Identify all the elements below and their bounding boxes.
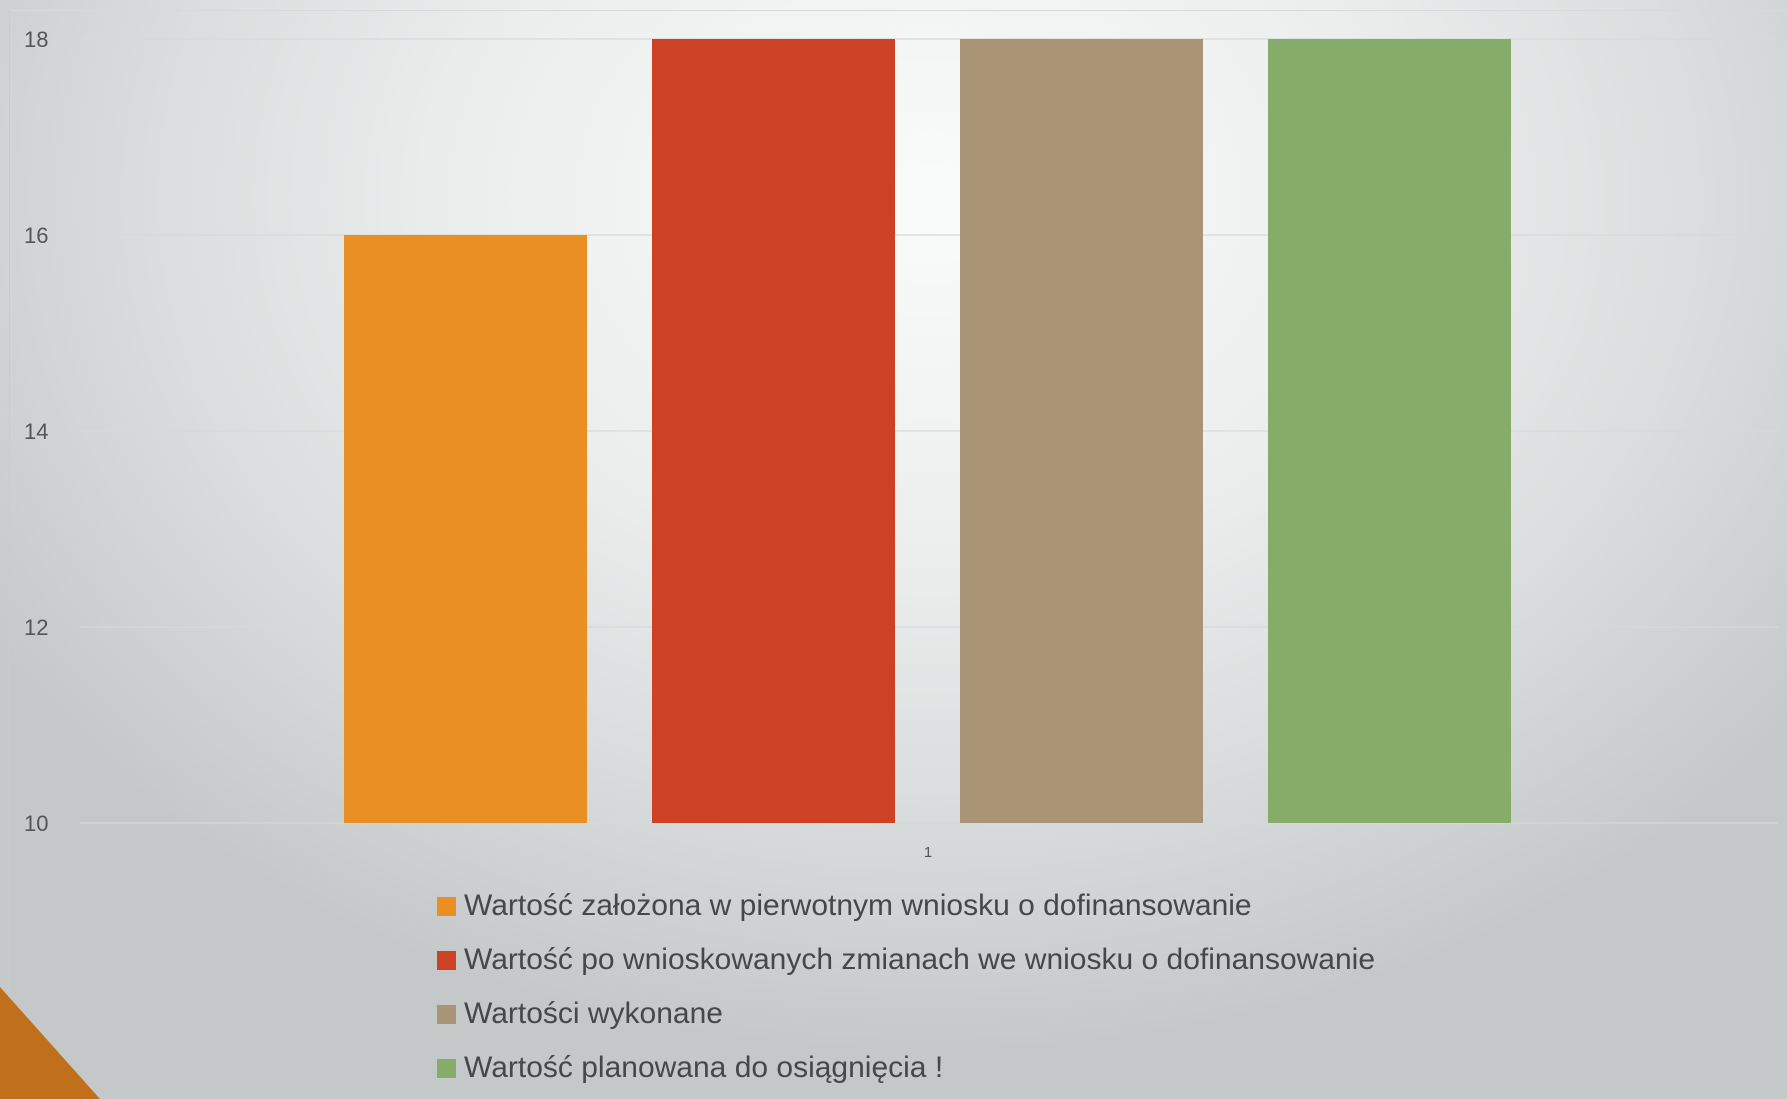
legend-label: Wartości wykonane <box>464 997 723 1030</box>
x-axis-ticks: 1 <box>924 844 932 861</box>
legend-label: Wartość założona w pierwotnym wniosku o … <box>464 889 1252 922</box>
y-tick-label: 18 <box>24 27 48 52</box>
x-tick-label: 1 <box>924 844 932 861</box>
bars <box>344 39 1511 823</box>
bar-2 <box>652 39 895 823</box>
y-tick-label: 10 <box>24 811 48 836</box>
legend-swatch <box>437 951 456 970</box>
legend-swatch <box>437 897 456 916</box>
slide-frame-left <box>9 10 10 1099</box>
bar-3 <box>960 39 1203 823</box>
y-tick-label: 16 <box>24 223 48 248</box>
legend-swatch <box>437 1005 456 1024</box>
bar-4 <box>1268 39 1511 823</box>
bar-1 <box>344 235 587 823</box>
slide-frame-top <box>9 10 1787 11</box>
y-tick-label: 14 <box>24 419 48 444</box>
corner-triangle-decoration <box>0 987 100 1099</box>
y-axis-ticks: 10 12 14 16 18 <box>24 27 48 836</box>
legend-swatch <box>437 1059 456 1078</box>
legend-label: Wartość po wnioskowanych zmianach we wni… <box>464 943 1375 976</box>
gridlines <box>80 38 1778 824</box>
legend: Wartość założona w pierwotnym wniosku o … <box>437 889 1375 1084</box>
y-tick-label: 12 <box>24 615 48 640</box>
legend-label: Wartość planowana do osiągnięcia ! <box>464 1051 943 1084</box>
